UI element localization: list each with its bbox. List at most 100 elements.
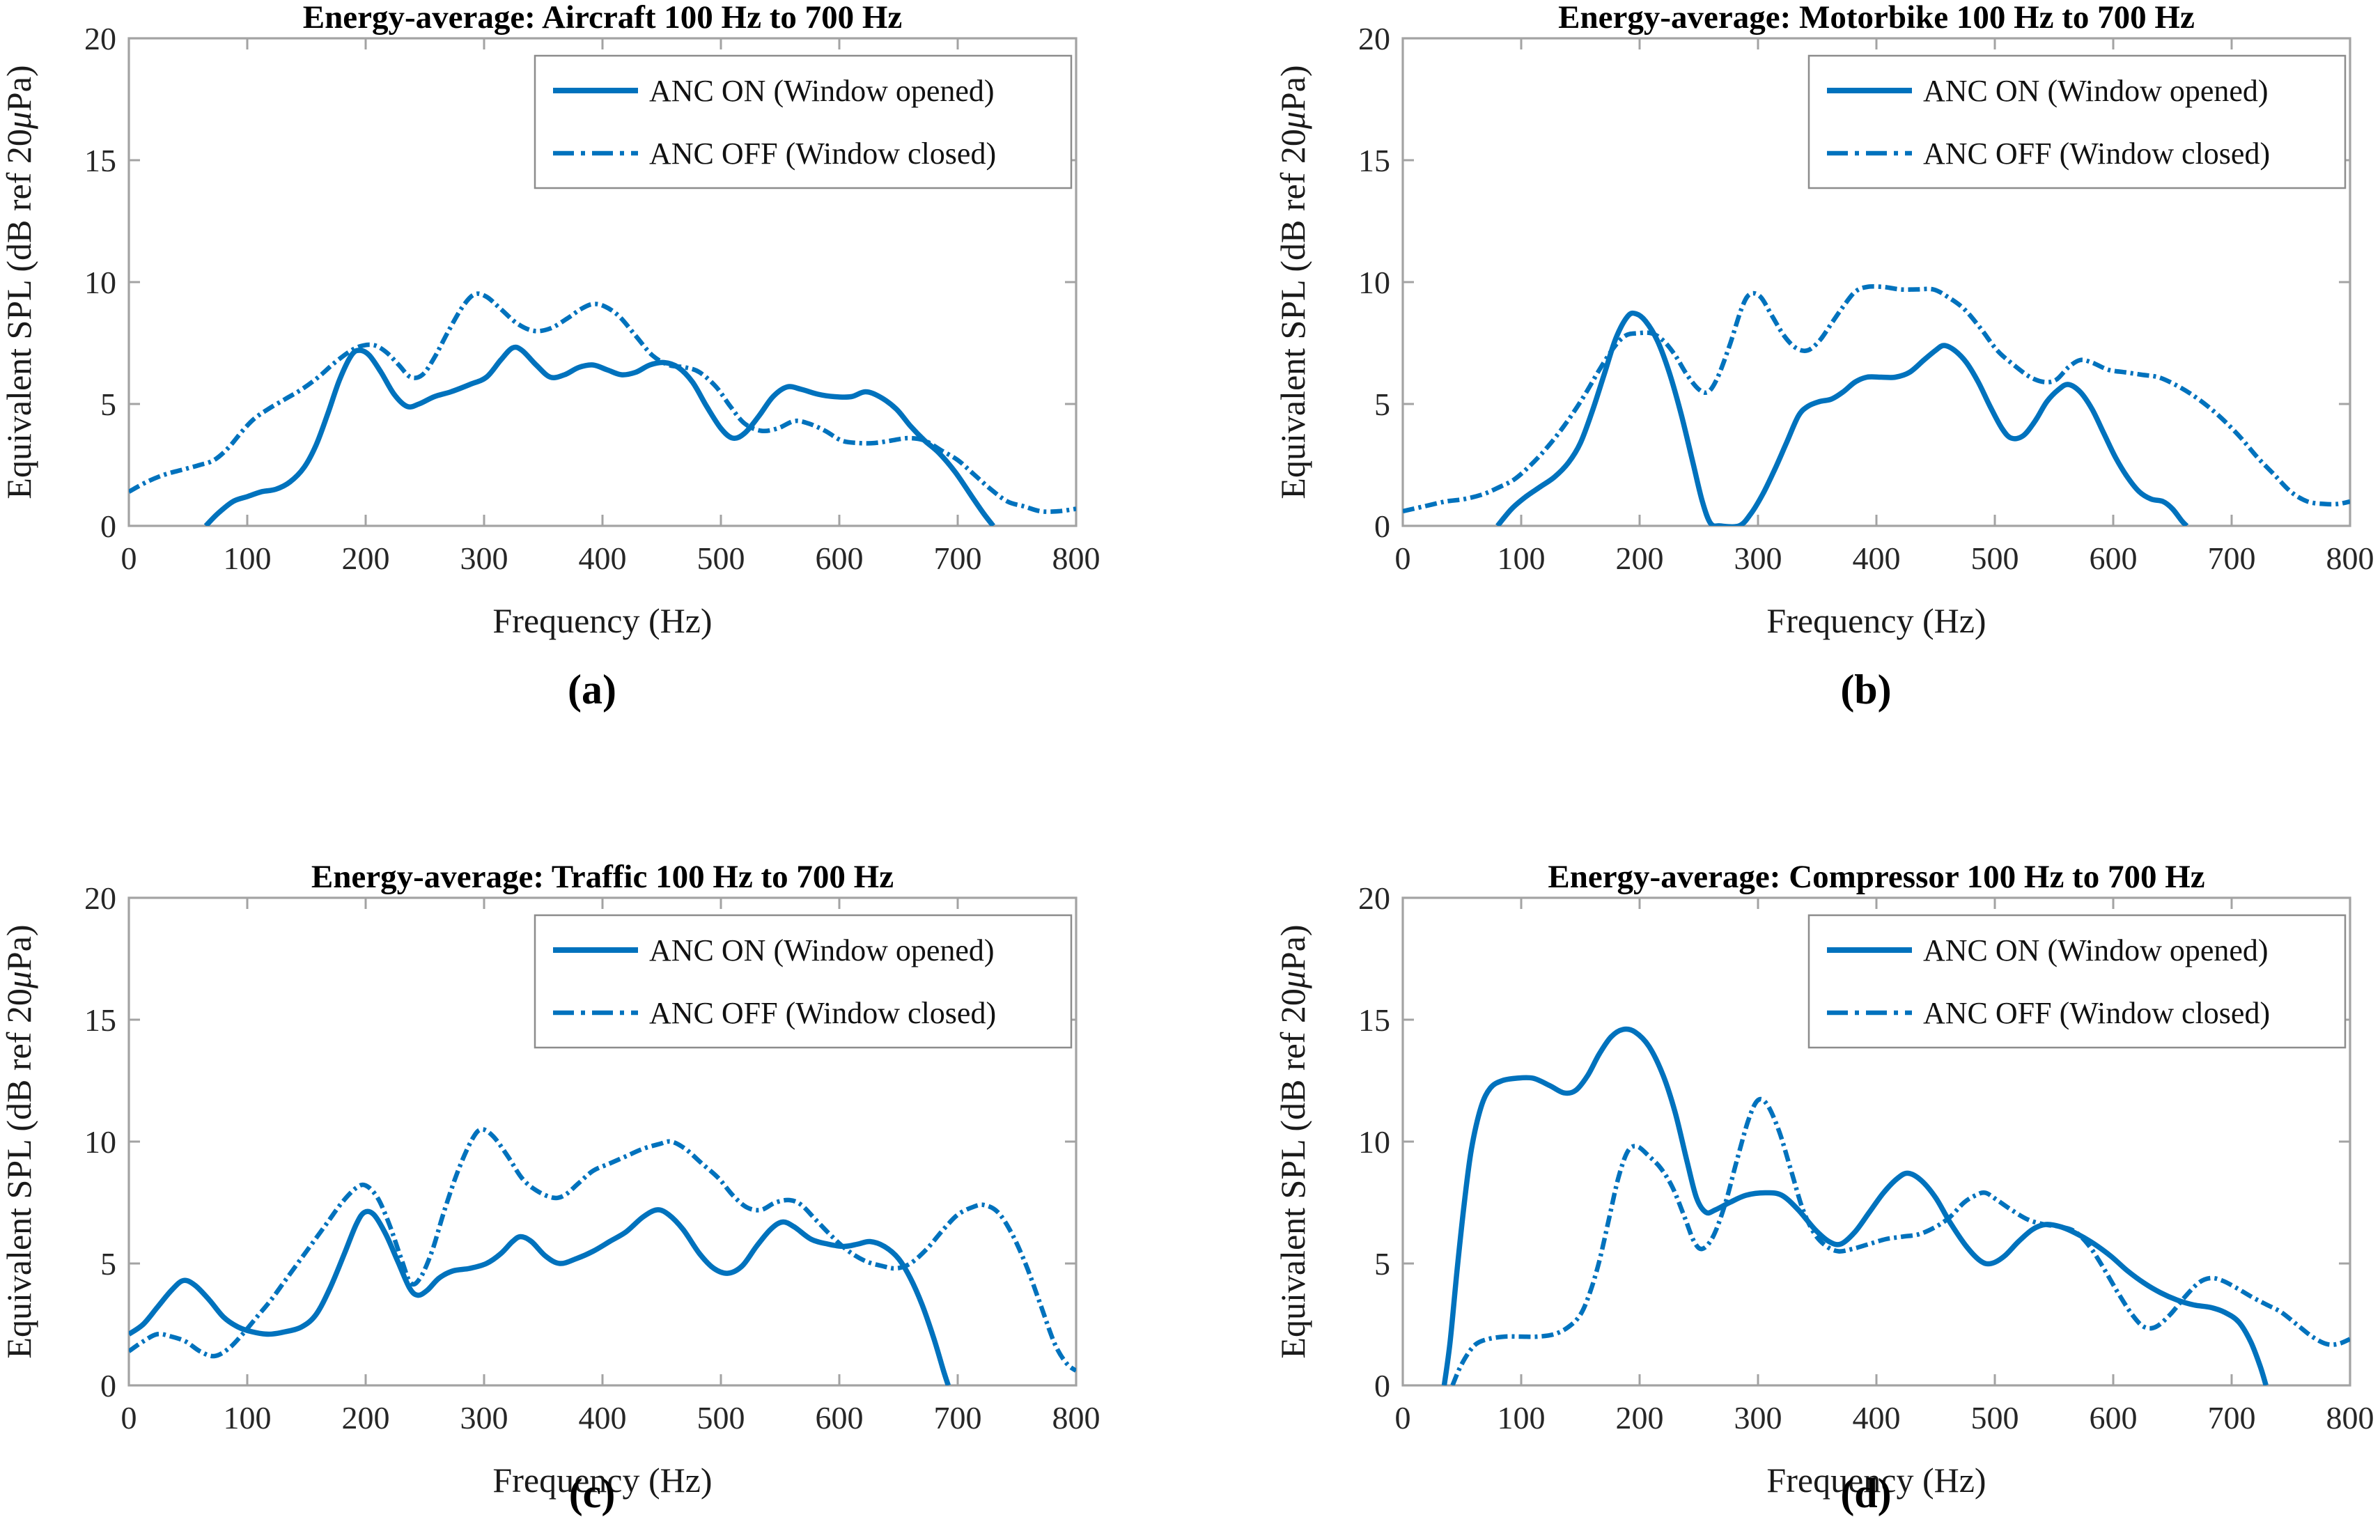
anc-off-curve bbox=[1403, 284, 2350, 514]
svg-text:400: 400 bbox=[1853, 1400, 1901, 1436]
svg-text:10: 10 bbox=[1358, 265, 1390, 300]
svg-text:0: 0 bbox=[100, 1368, 116, 1403]
svg-text:0: 0 bbox=[121, 1400, 137, 1436]
svg-text:100: 100 bbox=[224, 1400, 272, 1436]
svg-text:5: 5 bbox=[1374, 1246, 1390, 1282]
legend-entry-label: ANC ON (Window opened) bbox=[1923, 74, 2269, 108]
legend-entry-label: ANC OFF (Window closed) bbox=[1923, 137, 2270, 171]
panel-caption-a: (a) bbox=[568, 667, 616, 713]
anc-on-curve bbox=[203, 344, 995, 526]
svg-text:0: 0 bbox=[1395, 540, 1411, 576]
svg-text:300: 300 bbox=[1734, 1400, 1782, 1436]
svg-text:200: 200 bbox=[342, 1400, 390, 1436]
svg-text:100: 100 bbox=[1498, 540, 1546, 576]
chart-title: Energy-average: Compressor 100 Hz to 700… bbox=[1548, 860, 2204, 895]
svg-text:500: 500 bbox=[1971, 1400, 2019, 1436]
legend-entry-label: ANC OFF (Window closed) bbox=[649, 996, 996, 1030]
aircraft-chart: Energy-average: Aircraft 100 Hz to 700 H… bbox=[0, 0, 1100, 640]
legend: ANC ON (Window opened) ANC OFF (Window cl… bbox=[534, 914, 1073, 1049]
anc-on-curve bbox=[129, 1207, 951, 1385]
y-axis-label: Equivalent SPL (dB ref 20μPa) bbox=[0, 65, 38, 499]
panel-caption-b: (b) bbox=[1840, 667, 1892, 713]
tick-labels: 0 100 200 300 400 500 600 700 800 0 5 10 15 20 bbox=[84, 21, 1100, 576]
svg-text:500: 500 bbox=[697, 1400, 745, 1436]
svg-text:20: 20 bbox=[84, 21, 116, 56]
motorbike-chart: Energy-average: Motorbike 100 Hz to 700 … bbox=[1274, 0, 2374, 640]
legend-entry-label: ANC OFF (Window closed) bbox=[1923, 996, 2270, 1030]
legend-box bbox=[1807, 54, 2347, 189]
svg-text:300: 300 bbox=[460, 540, 508, 576]
y-axis-label: Equivalent SPL (dB ref 20μPa) bbox=[1274, 65, 1312, 499]
panel-caption-c: (c) bbox=[568, 1470, 616, 1516]
legend-box bbox=[534, 914, 1073, 1049]
svg-text:5: 5 bbox=[1374, 387, 1390, 422]
svg-text:400: 400 bbox=[579, 540, 627, 576]
svg-text:700: 700 bbox=[934, 1400, 982, 1436]
panel-caption-d: (d) bbox=[1840, 1470, 1892, 1516]
y-axis-label: Equivalent SPL (dB ref 20μPa) bbox=[1274, 924, 1312, 1358]
anc-on-curve bbox=[1441, 1026, 2269, 1385]
svg-text:10: 10 bbox=[84, 265, 116, 300]
x-axis-label: Frequency (Hz) bbox=[1766, 601, 1986, 640]
svg-text:700: 700 bbox=[2208, 1400, 2256, 1436]
svg-text:100: 100 bbox=[224, 540, 272, 576]
legend-entry-label: ANC ON (Window opened) bbox=[649, 74, 995, 108]
svg-text:600: 600 bbox=[2090, 1400, 2138, 1436]
svg-text:400: 400 bbox=[1853, 540, 1901, 576]
anc-off-curve bbox=[129, 1127, 1076, 1373]
svg-text:15: 15 bbox=[1358, 143, 1390, 178]
svg-text:800: 800 bbox=[1052, 540, 1100, 576]
axis-ticks bbox=[1401, 37, 2351, 527]
y-axis-label: Equivalent SPL (dB ref 20μPa) bbox=[0, 924, 38, 1358]
svg-text:500: 500 bbox=[697, 540, 745, 576]
x-axis-label: Frequency (Hz) bbox=[492, 601, 712, 640]
axis-ticks bbox=[127, 37, 1078, 527]
svg-text:800: 800 bbox=[2326, 1400, 2374, 1436]
panel-compressor: Energy-average: Compressor 100 Hz to 700… bbox=[1196, 770, 2380, 1540]
svg-text:800: 800 bbox=[1052, 1400, 1100, 1436]
svg-text:100: 100 bbox=[1498, 1400, 1546, 1436]
x-axis-label: Frequency (Hz) bbox=[492, 1461, 712, 1500]
anc-on-curve bbox=[1495, 310, 2189, 526]
svg-text:800: 800 bbox=[2326, 540, 2374, 576]
svg-text:700: 700 bbox=[934, 540, 982, 576]
legend: ANC ON (Window opened) ANC OFF (Window cl… bbox=[534, 54, 1073, 189]
svg-text:600: 600 bbox=[2090, 540, 2138, 576]
svg-text:10: 10 bbox=[1358, 1124, 1390, 1160]
svg-text:0: 0 bbox=[1395, 1400, 1411, 1436]
svg-text:700: 700 bbox=[2208, 540, 2256, 576]
panel-aircraft: Energy-average: Aircraft 100 Hz to 700 H… bbox=[0, 0, 1184, 770]
svg-text:400: 400 bbox=[579, 1400, 627, 1436]
svg-text:600: 600 bbox=[816, 1400, 864, 1436]
compressor-chart: Energy-average: Compressor 100 Hz to 700… bbox=[1274, 860, 2374, 1500]
x-axis-label: Frequency (Hz) bbox=[1766, 1461, 1986, 1500]
legend-entry-label: ANC ON (Window opened) bbox=[649, 933, 995, 967]
svg-text:15: 15 bbox=[1358, 1002, 1390, 1038]
svg-text:200: 200 bbox=[342, 540, 390, 576]
legend-box bbox=[534, 54, 1073, 189]
svg-text:15: 15 bbox=[84, 1002, 116, 1038]
panel-motorbike: Energy-average: Motorbike 100 Hz to 700 … bbox=[1196, 0, 2380, 770]
tick-labels: 0 100 200 300 400 500 600 700 800 0 5 10 15 20 bbox=[1358, 880, 2374, 1436]
svg-text:0: 0 bbox=[1374, 508, 1390, 544]
legend-entry-label: ANC ON (Window opened) bbox=[1923, 933, 2269, 967]
svg-text:300: 300 bbox=[1734, 540, 1782, 576]
svg-text:0: 0 bbox=[100, 508, 116, 544]
panel-traffic: Energy-average: Traffic 100 Hz to 700 Hz… bbox=[0, 770, 1184, 1540]
svg-text:200: 200 bbox=[1616, 540, 1664, 576]
tick-labels: 0 100 200 300 400 500 600 700 800 0 5 10 15 20 bbox=[1358, 21, 2374, 576]
svg-text:0: 0 bbox=[121, 540, 137, 576]
legend-box bbox=[1807, 914, 2347, 1049]
svg-text:10: 10 bbox=[84, 1124, 116, 1160]
svg-text:5: 5 bbox=[100, 387, 116, 422]
tick-labels: 0 100 200 300 400 500 600 700 800 0 5 10 15 20 bbox=[84, 880, 1100, 1436]
chart-title: Energy-average: Traffic 100 Hz to 700 Hz bbox=[311, 860, 894, 895]
anc-off-curve bbox=[1450, 1096, 2350, 1385]
legend-entry-label: ANC OFF (Window closed) bbox=[649, 137, 996, 171]
svg-text:500: 500 bbox=[1971, 540, 2019, 576]
svg-text:20: 20 bbox=[1358, 21, 1390, 56]
chart-title: Energy-average: Aircraft 100 Hz to 700 H… bbox=[303, 0, 903, 36]
legend: ANC ON (Window opened) ANC OFF (Window cl… bbox=[1807, 54, 2347, 189]
svg-text:300: 300 bbox=[460, 1400, 508, 1436]
